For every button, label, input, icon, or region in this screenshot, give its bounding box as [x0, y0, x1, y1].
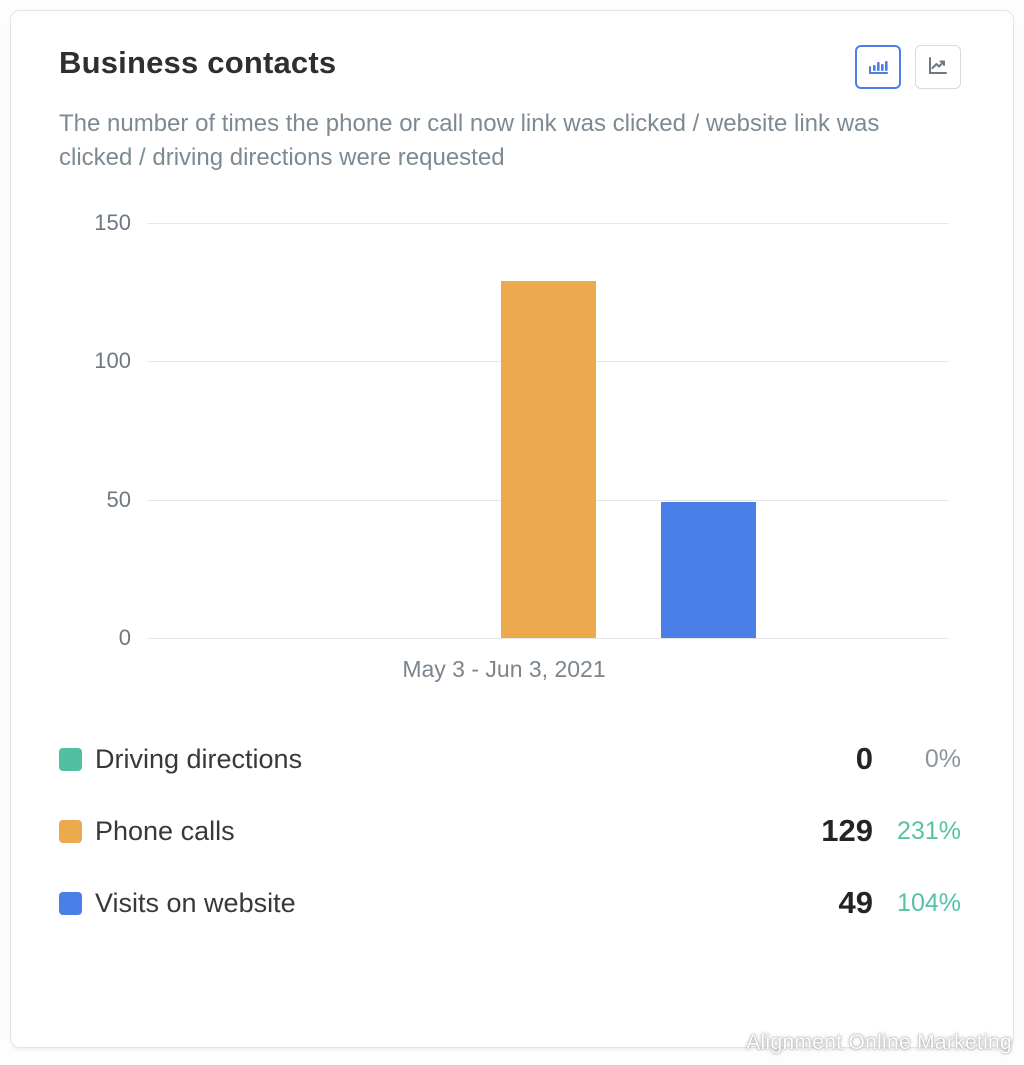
legend-percent: 0%	[924, 744, 961, 773]
y-tick-50: 50	[106, 486, 131, 512]
y-tick-150: 150	[94, 210, 131, 235]
chart-legend: Driving directions 0 0% Phone calls 129 …	[59, 723, 961, 939]
legend-value: 49	[838, 885, 873, 920]
bar-view-button[interactable]	[855, 45, 901, 89]
legend-label: Driving directions	[95, 743, 303, 774]
line-view-button[interactable]	[915, 45, 961, 89]
gridline	[147, 223, 949, 224]
legend-swatch-icon	[59, 747, 82, 771]
bar-chart-icon	[866, 53, 890, 82]
legend-value: 0	[855, 741, 873, 776]
plot-area	[147, 223, 949, 639]
x-axis-label: May 3 - Jun 3, 2021	[402, 656, 606, 682]
legend-value: 129	[821, 813, 873, 848]
legend-label: Visits on website	[95, 887, 296, 918]
business-contacts-card: Business contacts	[10, 10, 1014, 1048]
y-axis: 150 100 50 0	[59, 210, 147, 650]
y-tick-0: 0	[118, 625, 131, 650]
page-title: Business contacts	[59, 45, 337, 80]
line-chart-icon	[926, 53, 950, 82]
bar-chart: 150 100 50 0 May 3 - Jun 3, 2021	[59, 210, 949, 683]
legend-swatch-icon	[59, 891, 82, 915]
legend-row-phone-calls[interactable]: Phone calls 129 231%	[59, 795, 961, 867]
card-subtitle: The number of times the phone or call no…	[59, 110, 880, 171]
legend-row-driving-directions[interactable]: Driving directions 0 0%	[59, 723, 961, 795]
watermark: Alignment Online Marketing	[746, 1031, 1012, 1054]
bar-visits-on-website[interactable]	[660, 502, 756, 638]
gridline	[147, 638, 949, 639]
y-tick-100: 100	[94, 348, 131, 374]
legend-label: Phone calls	[95, 815, 235, 846]
legend-percent: 104%	[897, 888, 961, 917]
legend-percent: 231%	[897, 816, 961, 845]
legend-row-visits-on-website[interactable]: Visits on website 49 104%	[59, 867, 961, 939]
legend-swatch-icon	[59, 819, 82, 843]
chart-view-toggle	[855, 45, 961, 89]
bar-phone-calls[interactable]	[500, 281, 596, 638]
card-header: Business contacts	[11, 11, 1013, 89]
